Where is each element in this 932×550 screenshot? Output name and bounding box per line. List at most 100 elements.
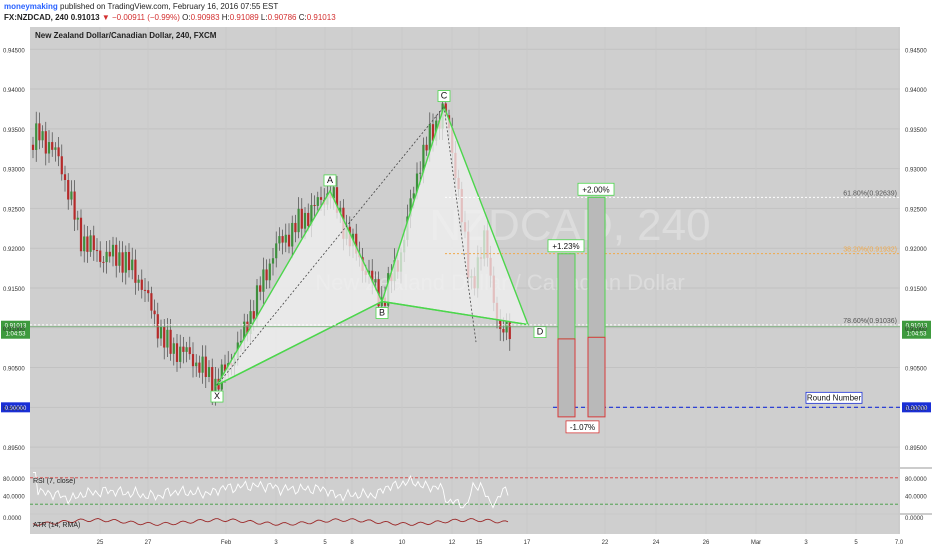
symbol-label[interactable]: FX:NZDCAD, 240 [4,13,69,22]
price-tick-left: 0.90500 [3,367,25,373]
candle-body [86,236,89,252]
candle-body [175,343,179,362]
harmonic-pattern[interactable]: X A B C D [210,90,547,403]
candle-body [502,328,505,333]
target-boxes[interactable]: +1.23% +2.00% -1.07% [547,182,615,434]
candle-body [374,279,377,283]
fib-levels[interactable]: 61.80%(0.92639) 38.20%(0.91932) 78.60%(0.9… [1,190,931,413]
candle-body [47,142,51,154]
candle-body [319,197,323,200]
low-label: L: [260,13,268,22]
time-axis [0,534,932,550]
price-tick-right: 0.93000 [905,168,927,174]
candle-body [246,321,249,334]
candle-body [300,208,303,229]
price-tick-left: 0.93500 [3,128,25,134]
time-tick: 3 [274,540,278,546]
candle-body [259,285,262,292]
candle-body [287,234,291,247]
candle-body [111,244,115,257]
point-label-x: X [214,391,220,401]
time-tick: 24 [653,540,660,546]
rsi-pane[interactable] [30,469,900,513]
close-value: 0.91013 [306,13,336,22]
point-label-d: D [537,327,544,337]
rsi-indicator [30,472,900,509]
candle-body [431,124,435,141]
price-tick-left: 0.91000 [3,327,25,333]
xb-leg [216,300,383,386]
candle-body [169,329,172,354]
candle-body [95,250,99,252]
candle-body [207,367,211,377]
price-tick-right: 0.93500 [905,128,927,134]
candle-body [134,259,137,283]
candle-body [313,205,316,207]
price-tick-right: 0.89500 [905,446,927,452]
round-number-label: Round Number [807,393,862,402]
price-tick-right: 0.91500 [905,287,927,293]
candle-body [422,144,425,173]
candle-body [316,197,319,206]
rsi-title: RSI (7, close) [33,478,75,485]
point-box [375,307,389,319]
candle-body [307,212,310,226]
candle-body [140,279,143,290]
candle-body [54,147,57,150]
time-tick: Mar [751,540,761,546]
down-arrow-icon: ▼ [101,13,110,22]
publish-line: moneymaking published on TradingView.com… [4,2,278,11]
open-value: 0.90983 [190,13,220,22]
atr-pane[interactable] [30,515,900,534]
candle-body [278,236,281,244]
candle-body [281,236,284,243]
candle-body [415,173,419,194]
symbol-line: FX:NZDCAD, 240 0.91013 ▼ −0.00911 (−0.99… [4,13,336,22]
time-tick: 5 [323,540,327,546]
round-number-price-box [902,402,931,413]
candle-body [51,142,54,150]
rsi-tick-right: 40.0000 [905,494,927,500]
candle-body [99,250,102,262]
candle-body [249,311,252,334]
time-tick: 3 [804,540,808,546]
candle-body [297,208,300,233]
candle-body [67,180,70,200]
candle-body [211,367,214,395]
round-number-price-box [1,402,30,413]
price-tick-left: 0.94000 [3,88,25,94]
price-tick-right: 0.90000 [905,406,927,412]
candle-body [70,191,73,200]
candle-body [204,356,207,377]
candle-body [79,217,83,252]
rsi-line [33,472,509,509]
right-axis [900,27,932,534]
candle-body [44,131,47,154]
candle-body [223,364,227,372]
candle-body [419,172,422,174]
candle-body [252,311,255,319]
last-price: 0.91013 [70,13,100,22]
candle-body [159,327,163,339]
change-value: −0.00911 (−0.99%) [112,13,180,22]
candle-body [425,144,428,151]
fib-label: 78.60%(0.91036) [843,318,897,325]
time-tick: 17 [524,540,531,546]
atr-indicator [32,518,509,526]
time-tick: 8 [350,540,354,546]
profit-box [557,253,576,340]
current-price-box [1,320,30,339]
round-number-price-label: 0.90000 [906,406,928,412]
candle-body [508,321,511,340]
candle-body [121,252,124,273]
candle-body [38,123,41,141]
author-link[interactable]: moneymaking [4,2,58,11]
atr-tick-right: 0.0000 [905,516,924,522]
candle-body [412,193,415,199]
candle-body [191,354,195,367]
candle-body [182,346,185,352]
time-tick: 25 [97,540,104,546]
publish-info: published on TradingView.com, February 1… [60,2,279,11]
candle-body [63,174,67,181]
